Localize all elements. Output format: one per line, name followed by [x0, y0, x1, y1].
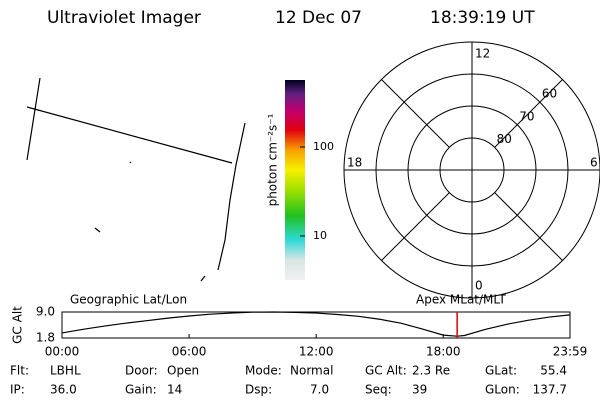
- lat-ring: [375, 73, 569, 267]
- field-value: 14: [167, 383, 182, 397]
- series-line: [61, 311, 571, 337]
- field-value: LBHL: [50, 364, 81, 378]
- field-label: Dsp:: [245, 383, 272, 397]
- field-value: Normal: [290, 364, 333, 378]
- y-axis-label: GC Alt: [11, 306, 25, 344]
- date: 12 Dec 07: [275, 8, 362, 28]
- field-value: 2.3 Re: [412, 364, 450, 378]
- lat-label: 80: [497, 132, 512, 146]
- field-label: GC Alt:: [365, 364, 407, 378]
- x-tick-label: 23:59: [553, 345, 588, 359]
- colorbar: [285, 80, 305, 280]
- lat-ring: [407, 105, 537, 235]
- polar-diagonal: [381, 79, 450, 148]
- x-tick-label: 18:00: [426, 345, 461, 359]
- lat-ring: [439, 137, 505, 203]
- x-tick-label: 06:00: [172, 345, 207, 359]
- field-value: 7.0: [310, 383, 329, 397]
- field-label: Gain:: [125, 383, 157, 397]
- field-label: Door:: [125, 364, 158, 378]
- mlt-label: 18: [347, 156, 362, 170]
- instrument: Ultraviolet Imager: [47, 8, 201, 28]
- mlt-label: 12: [475, 47, 490, 61]
- lat-label: 70: [519, 109, 534, 123]
- y-tick-label: 1.8: [36, 331, 55, 345]
- chart-left-title: Geographic Lat/Lon: [70, 293, 187, 307]
- field-label: Mode:: [245, 364, 282, 378]
- polar-diagonal: [381, 192, 450, 261]
- mlt-label: 6: [590, 156, 598, 170]
- chart-right-title: Apex MLat/MLT: [416, 293, 506, 307]
- x-tick-label: 12:00: [299, 345, 334, 359]
- field-value: 39: [412, 383, 427, 397]
- field-value: 55.4: [540, 364, 567, 378]
- field-value: Open: [167, 364, 199, 378]
- polar-diagonal: [494, 192, 563, 261]
- x-tick-label: 00:00: [45, 345, 80, 359]
- field-value: 137.7: [533, 383, 567, 397]
- field-label: IP:: [10, 383, 25, 397]
- field-label: GLon:: [485, 383, 520, 397]
- field-value: 36.0: [50, 383, 77, 397]
- lat-label: 60: [542, 87, 557, 101]
- field-label: Seq:: [365, 383, 392, 397]
- field-label: Flt:: [10, 364, 29, 378]
- map-outline: [26, 77, 246, 282]
- polar-diagonal: [494, 79, 563, 148]
- colorbar-label: photon cm⁻²s⁻¹: [266, 113, 280, 206]
- colorbar-tick-label: 100: [313, 140, 334, 153]
- field-label: GLat:: [485, 364, 517, 378]
- y-tick-label: 9.0: [36, 305, 55, 319]
- time: 18:39:19 UT: [430, 8, 535, 28]
- mlt-label: 0: [475, 279, 483, 293]
- colorbar-tick-label: 10: [313, 229, 327, 242]
